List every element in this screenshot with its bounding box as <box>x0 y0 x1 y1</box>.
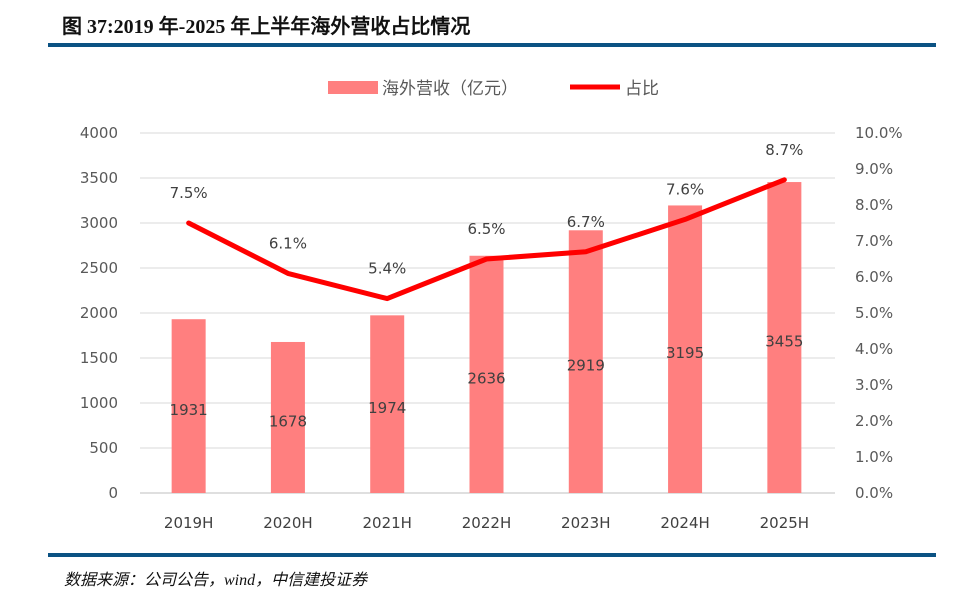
left-tick-label: 2000 <box>80 304 118 322</box>
left-tick-label: 0 <box>108 484 118 502</box>
left-tick-label: 3500 <box>80 169 118 187</box>
right-tick-label: 2.0% <box>855 412 893 430</box>
ratio-label: 5.4% <box>368 260 406 278</box>
ratio-label: 6.5% <box>467 220 505 238</box>
ratio-label: 8.7% <box>765 141 803 159</box>
bar-value-label: 3455 <box>765 333 803 351</box>
title-rule <box>48 43 936 47</box>
left-tick-label: 4000 <box>80 124 118 142</box>
left-tick-label: 2500 <box>80 259 118 277</box>
legend-bar-label: 海外营收（亿元） <box>382 79 518 99</box>
bar-value-label: 1931 <box>170 401 208 419</box>
right-tick-label: 9.0% <box>855 160 893 178</box>
bar <box>568 230 603 494</box>
ratio-label: 7.5% <box>170 184 208 202</box>
ratio-label: 7.6% <box>666 180 704 198</box>
right-tick-label: 6.0% <box>855 268 893 286</box>
bar <box>171 319 206 493</box>
source-rule <box>48 553 936 557</box>
bar-value-label: 2636 <box>467 369 505 387</box>
x-tick-label: 2024H <box>660 514 709 532</box>
left-tick-label: 500 <box>89 439 118 457</box>
bar <box>469 255 504 493</box>
bar <box>668 205 703 493</box>
left-tick-label: 1000 <box>80 394 118 412</box>
bar-value-label: 2919 <box>567 357 605 375</box>
right-tick-label: 0.0% <box>855 484 893 502</box>
x-tick-label: 2020H <box>263 514 312 532</box>
x-tick-label: 2025H <box>760 514 809 532</box>
ratio-label: 6.7% <box>567 213 605 231</box>
legend-bar-swatch <box>328 81 378 94</box>
right-tick-label: 1.0% <box>855 448 893 466</box>
bar <box>767 182 802 494</box>
bar-value-label: 1974 <box>368 399 406 417</box>
right-tick-label: 5.0% <box>855 304 893 322</box>
right-tick-label: 4.0% <box>855 340 893 358</box>
right-tick-label: 3.0% <box>855 376 893 394</box>
ratio-label: 6.1% <box>269 234 307 252</box>
right-tick-label: 10.0% <box>855 124 903 142</box>
x-tick-label: 2021H <box>362 514 411 532</box>
bar-value-label: 1678 <box>269 412 307 430</box>
left-tick-label: 1500 <box>80 349 118 367</box>
source-note: 数据来源：公司公告，wind，中信建投证券 <box>64 572 368 589</box>
ratio-line <box>186 177 787 302</box>
right-tick-label: 8.0% <box>855 196 893 214</box>
x-tick-label: 2019H <box>164 514 213 532</box>
bar <box>370 315 405 493</box>
bar-value-label: 3195 <box>666 344 704 362</box>
bar <box>270 341 305 493</box>
legend-line-label: 占比 <box>625 79 659 99</box>
x-tick-label: 2022H <box>462 514 511 532</box>
right-tick-label: 7.0% <box>855 232 893 250</box>
x-tick-label: 2023H <box>561 514 610 532</box>
figure-title: 图 37:2019 年-2025 年上半年海外营收占比情况 <box>62 16 471 38</box>
left-tick-label: 3000 <box>80 214 118 232</box>
